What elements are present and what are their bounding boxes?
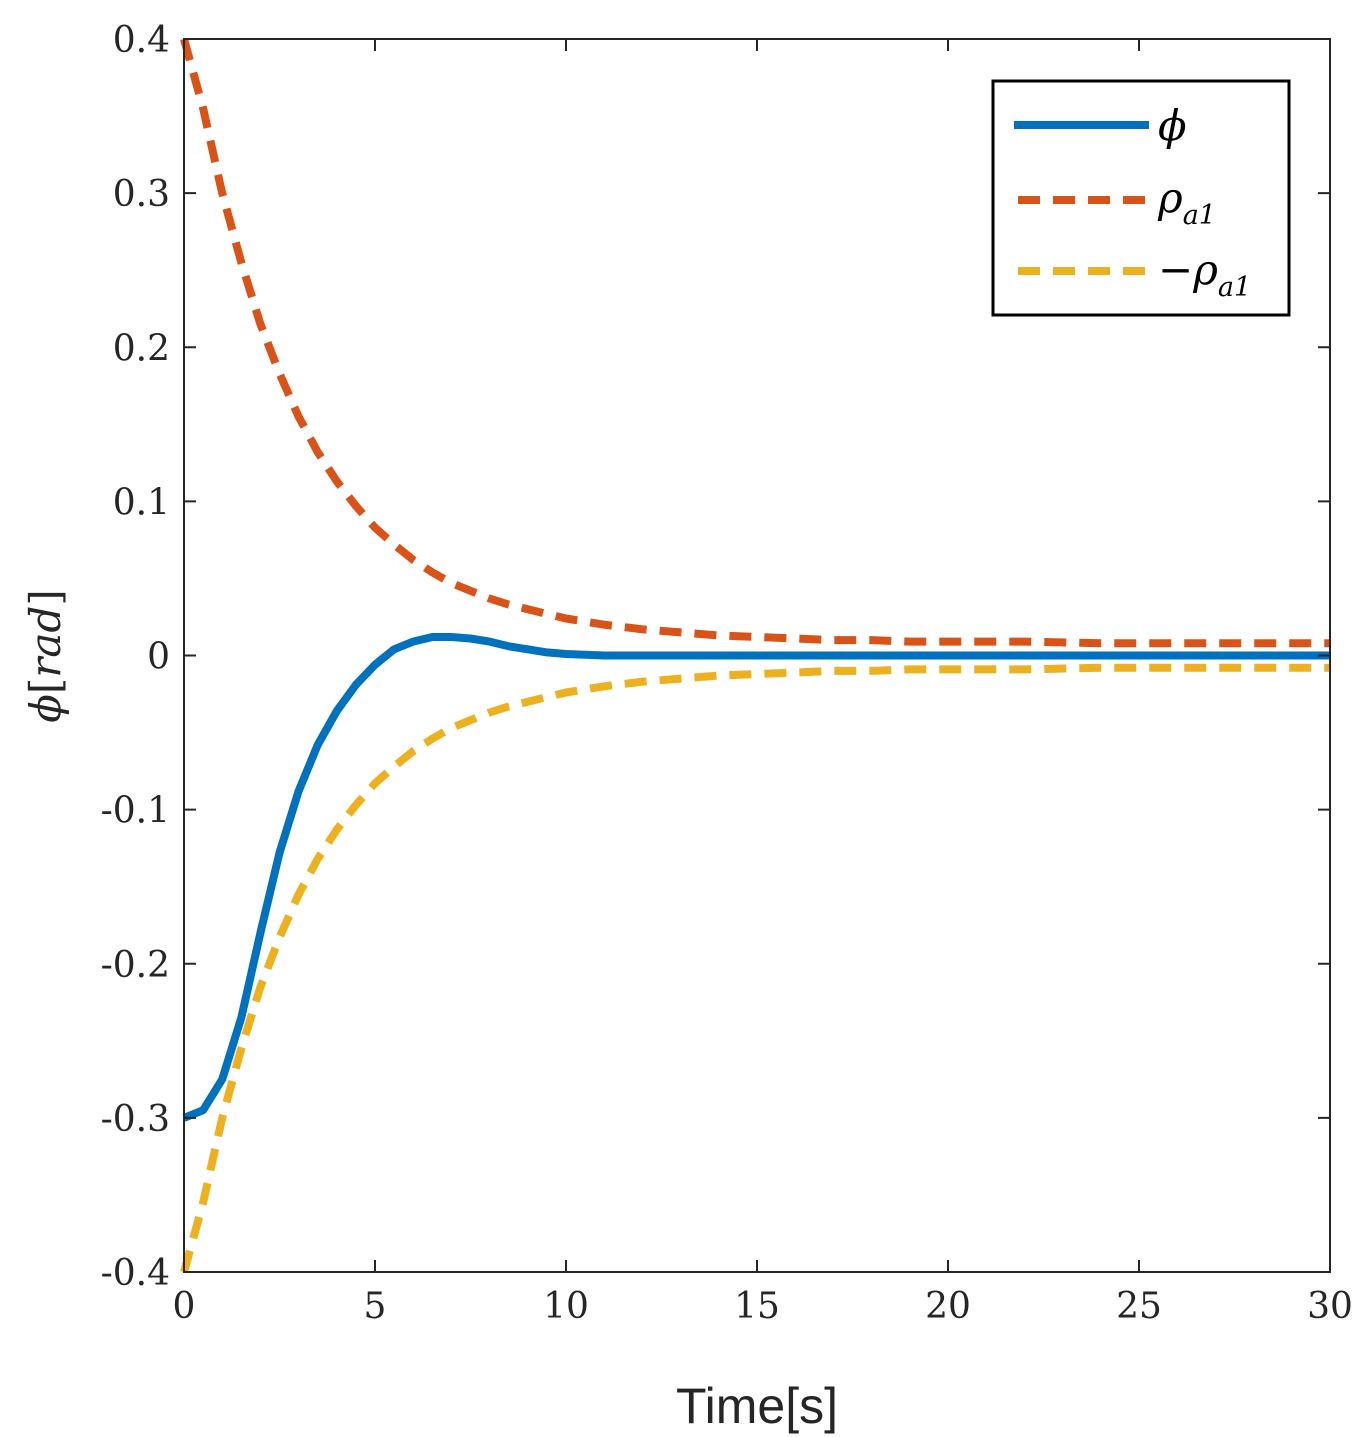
- y-tick-label: 0.1: [113, 482, 170, 523]
- legend-label-rho-a1: ρa1: [1157, 173, 1216, 231]
- series-phi: [182, 633, 1330, 1122]
- series-layer: [180, 37, 1330, 1274]
- y-tick-label: 0: [147, 637, 170, 678]
- y-tick-label: -0.1: [101, 791, 170, 832]
- legend-label-neg-rho-a1: −ρa1: [1158, 245, 1251, 303]
- x-axis-title: Time[s]: [676, 1378, 838, 1434]
- x-tick-label: 5: [364, 1286, 387, 1327]
- y-tick-label: 0.3: [113, 174, 170, 215]
- y-tick-label: -0.2: [101, 945, 170, 986]
- series-neg-rho-a1: [180, 663, 1330, 1274]
- legend-label-phi-main: ϕ: [1158, 101, 1187, 150]
- y-tick-label: -0.3: [101, 1099, 170, 1140]
- legend-label-neg-rho-a1-sub: a1: [1218, 272, 1251, 303]
- legend: ϕ ρa1 −ρa1: [991, 79, 1291, 317]
- ticks-layer: 0 5 10 15 20 25 30 -0.4 -0.3 -0.2 -0.1 0 0.1 0.2 0.3 0.…: [101, 20, 1353, 1327]
- y-axis-title-symbol: ϕ: [21, 694, 70, 723]
- y-axis-title-open: [: [21, 678, 70, 694]
- x-tick-label: 15: [734, 1286, 780, 1327]
- legend-label-neg-rho-a1-prefix: −: [1158, 245, 1193, 294]
- y-axis-title: ϕ[rad]: [21, 589, 70, 722]
- x-tick-label: 20: [925, 1286, 971, 1327]
- legend-label-rho-a1-sub: a1: [1183, 200, 1216, 231]
- x-tick-label: 10: [543, 1286, 589, 1327]
- x-tick-label: 0: [173, 1286, 196, 1327]
- x-tick-label: 30: [1307, 1286, 1353, 1327]
- series-rho-a1: [180, 37, 1330, 648]
- legend-label-phi: ϕ: [1158, 101, 1187, 150]
- y-axis-title-unit: rad: [21, 606, 70, 678]
- legend-label-neg-rho-a1-main: ρ: [1192, 245, 1218, 294]
- y-tick-label: 0.4: [113, 20, 170, 61]
- y-tick-label: -0.4: [101, 1253, 170, 1294]
- x-tick-label: 25: [1116, 1286, 1162, 1327]
- y-axis-title-close: ]: [21, 589, 70, 605]
- legend-label-rho-a1-main: ρ: [1157, 173, 1183, 222]
- y-tick-label: 0.2: [113, 328, 170, 369]
